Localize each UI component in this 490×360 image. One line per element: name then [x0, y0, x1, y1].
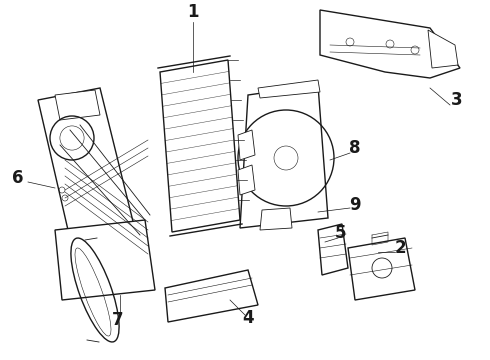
- Polygon shape: [55, 220, 155, 300]
- Polygon shape: [240, 85, 328, 228]
- Polygon shape: [55, 90, 100, 120]
- Text: 6: 6: [12, 169, 24, 187]
- Text: 5: 5: [334, 224, 346, 242]
- Text: 8: 8: [349, 139, 361, 157]
- Polygon shape: [165, 270, 258, 322]
- Text: 9: 9: [349, 196, 361, 214]
- Polygon shape: [38, 88, 145, 282]
- Polygon shape: [318, 224, 348, 275]
- Text: 7: 7: [112, 311, 124, 329]
- Polygon shape: [260, 208, 292, 230]
- Polygon shape: [320, 10, 460, 78]
- Polygon shape: [238, 165, 255, 195]
- Polygon shape: [238, 130, 255, 160]
- Polygon shape: [258, 80, 320, 98]
- Text: 4: 4: [242, 309, 254, 327]
- Text: 3: 3: [451, 91, 463, 109]
- Text: 1: 1: [187, 3, 199, 21]
- Text: 2: 2: [394, 239, 406, 257]
- Polygon shape: [348, 238, 415, 300]
- Polygon shape: [428, 30, 458, 68]
- Polygon shape: [160, 60, 240, 232]
